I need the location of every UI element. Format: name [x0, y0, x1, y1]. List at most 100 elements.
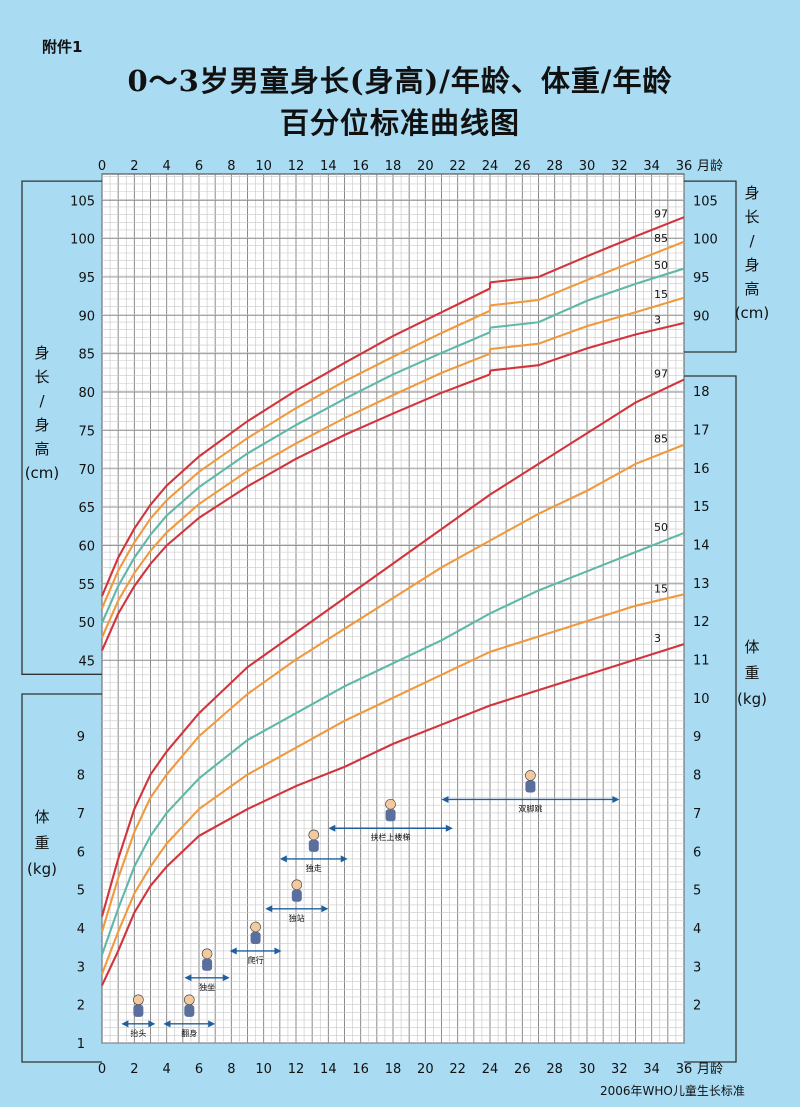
percentile-label-p15: 15	[654, 288, 668, 301]
x-tick-label-bottom: 32	[611, 1062, 628, 1077]
length-curve-p85	[101, 309, 491, 609]
percentile-curves: 97 85 50 15 3 97 85 50 15 3	[100, 207, 685, 986]
weight-tick-right: 18	[693, 385, 710, 400]
weight-axis-title-right: (kg)	[737, 690, 767, 708]
x-tick-label-bottom: 0	[98, 1062, 106, 1077]
baby-head-icon	[250, 921, 261, 933]
baby-head-icon	[291, 879, 303, 891]
x-tick-label-bottom: 14	[320, 1062, 337, 1077]
height-curve-p3	[489, 321, 685, 372]
arrowhead-left-icon	[184, 974, 192, 982]
arrowhead-left-icon	[279, 855, 287, 863]
month-unit-bottom: 月龄	[697, 1062, 723, 1077]
percentile-label-p3: 3	[654, 313, 661, 326]
x-tick-label-bottom: 24	[482, 1062, 499, 1077]
milestone-label: 翻身	[181, 1028, 197, 1038]
x-tick-label-top: 24	[482, 159, 499, 174]
weight-axis-title-right: 重	[744, 664, 759, 682]
x-tick-label-top: 14	[320, 159, 337, 174]
arrowhead-left-icon	[229, 947, 237, 955]
x-tick-label-top: 4	[163, 159, 171, 174]
milestone-label: 双脚跳	[518, 803, 542, 813]
length-curve-p3	[101, 373, 491, 651]
length-axis-title-right: /	[749, 232, 755, 250]
x-tick-label-bottom: 28	[546, 1062, 563, 1077]
length-tick-left: 65	[78, 501, 95, 516]
length-curve-p15	[101, 352, 491, 638]
length-curve-p50	[101, 331, 491, 624]
length-axis-title-left: 身	[34, 344, 49, 362]
chart-title-line2: 百分位标准曲线图	[279, 106, 520, 140]
milestones-layer: 抬头 翻身 独坐 爬行 独站 独走 扶栏上楼梯 双脚跳	[121, 770, 620, 1038]
arrowhead-left-icon	[121, 1020, 129, 1028]
length-axis-title-left: 高	[34, 440, 49, 458]
right-weight-panel	[684, 375, 737, 1063]
weight-curve-p15	[101, 593, 685, 975]
baby-body-icon	[133, 1004, 144, 1017]
percentile-label-p85: 85	[654, 232, 668, 245]
weight-tick-right: 4	[693, 922, 701, 937]
arrowhead-left-icon	[265, 905, 273, 913]
weight-tick-right: 17	[693, 423, 710, 438]
weight-tick-right: 5	[693, 884, 701, 899]
x-tick-label-bottom: 16	[352, 1062, 369, 1077]
x-tick-label-top: 22	[449, 159, 466, 174]
height-curve-p85	[489, 240, 685, 307]
weight-curve-p97	[100, 378, 685, 917]
weight-tick-left: 4	[77, 922, 85, 937]
arrowhead-right-icon	[208, 1020, 216, 1028]
length-tick-left: 105	[70, 194, 95, 209]
axis-labels: 身长/身高(cm)身长/身高(cm)体重(kg)体重(kg)	[25, 184, 770, 878]
length-tick-right: 95	[693, 271, 710, 286]
length-tick-left: 60	[78, 539, 95, 554]
length-tick-left: 100	[70, 233, 95, 248]
weight-tick-right: 10	[693, 692, 710, 707]
x-tick-label-bottom: 20	[417, 1062, 434, 1077]
percentile-label-p85: 85	[654, 433, 668, 446]
baby-body-icon	[184, 1004, 195, 1017]
right-length-panel	[684, 180, 737, 353]
percentile-label-p50: 50	[654, 259, 668, 272]
weight-tick-right: 15	[693, 500, 710, 515]
milestone-label: 独坐	[199, 982, 215, 992]
baby-head-icon	[184, 994, 195, 1006]
length-tick-left: 45	[78, 655, 95, 670]
percentile-label-p97: 97	[654, 368, 668, 381]
x-tick-label-bottom: 2	[130, 1062, 138, 1077]
length-tick-right: 105	[693, 194, 718, 209]
weight-tick-right: 9	[693, 730, 701, 745]
height-curve-p97	[489, 216, 685, 284]
weight-tick-right: 11	[693, 654, 710, 669]
weight-tick-right: 2	[693, 999, 701, 1014]
arrowhead-right-icon	[274, 947, 282, 955]
milestone-label: 独站	[289, 913, 305, 923]
length-tick-left: 90	[78, 309, 95, 324]
arrowhead-left-icon	[441, 795, 449, 803]
x-tick-label-top: 18	[385, 159, 402, 174]
weight-curve-p50	[101, 531, 685, 956]
weight-tick-right: 13	[693, 577, 710, 592]
weight-tick-right: 16	[693, 462, 710, 477]
length-tick-left: 80	[78, 386, 95, 401]
arrowhead-left-icon	[328, 824, 336, 832]
length-axis-title-right: (cm)	[735, 304, 770, 322]
weight-axis-title-right: 体	[744, 638, 759, 656]
attachment-label: 附件1	[42, 38, 83, 56]
weight-curve-p3	[101, 643, 685, 986]
length-tick-right: 90	[693, 309, 710, 324]
length-axis-title-left: 身	[34, 416, 49, 434]
milestone-label: 扶栏上楼梯	[371, 832, 411, 842]
length-axis-title-right: 身	[744, 184, 759, 202]
percentile-label-p3: 3	[654, 632, 661, 645]
weight-tick-right: 7	[693, 807, 701, 822]
percentile-label-p50: 50	[654, 521, 668, 534]
x-tick-label-top: 10	[255, 159, 272, 174]
weight-axis-title-left: 体	[34, 808, 49, 826]
x-tick-label-top: 20	[417, 159, 434, 174]
x-tick-label-top: 34	[643, 159, 660, 174]
weight-tick-left: 7	[77, 807, 85, 822]
weight-tick-left: 1	[77, 1037, 85, 1052]
weight-axis-title-left: (kg)	[27, 860, 57, 878]
baby-head-icon	[201, 948, 213, 960]
axis-ticks: 0022446688101012121414161618182020222224…	[70, 159, 723, 1077]
